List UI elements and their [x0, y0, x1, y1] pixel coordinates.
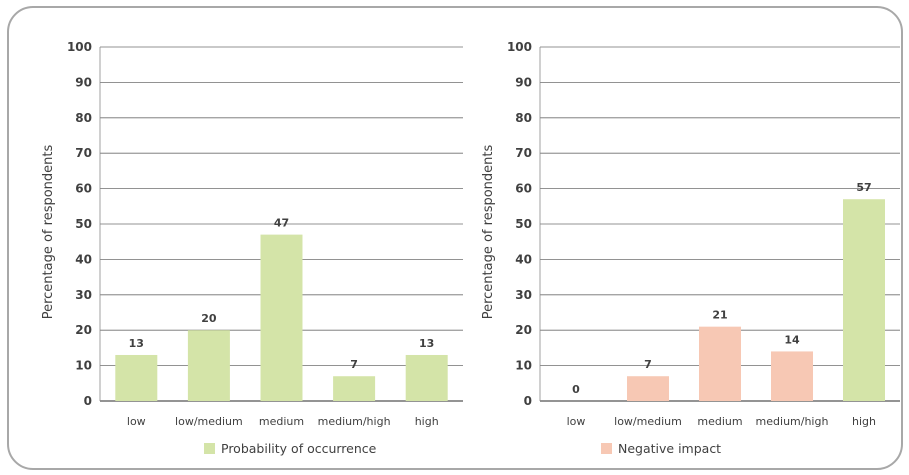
data-label: 57 — [856, 181, 871, 194]
bar — [260, 234, 303, 401]
y-tick-label: 10 — [515, 359, 532, 373]
data-label: 13 — [419, 337, 434, 350]
legend-label: Probability of occurrence — [221, 441, 377, 456]
bar — [405, 354, 448, 401]
data-label: 21 — [712, 309, 727, 322]
y-tick-label: 90 — [75, 75, 92, 89]
x-tick-label: low — [127, 415, 146, 428]
bar — [699, 326, 741, 401]
y-tick-label: 70 — [515, 146, 532, 160]
bar — [771, 351, 813, 401]
y-tick-label: 30 — [515, 288, 532, 302]
x-tick-label: medium/high — [318, 415, 391, 428]
y-axis-label: Percentage of respondents — [41, 144, 56, 319]
data-label: 7 — [350, 358, 358, 371]
y-tick-label: 0 — [84, 394, 92, 408]
bar — [333, 376, 376, 401]
data-label: 14 — [784, 333, 800, 346]
y-tick-label: 20 — [75, 323, 92, 337]
y-tick-label: 100 — [507, 40, 532, 54]
x-tick-label: low/medium — [614, 415, 682, 428]
y-tick-label: 80 — [75, 111, 92, 125]
y-tick-label: 0 — [524, 394, 532, 408]
y-tick-label: 90 — [515, 75, 532, 89]
y-tick-label: 40 — [75, 252, 92, 266]
data-label: 7 — [644, 358, 652, 371]
x-tick-label: low/medium — [175, 415, 243, 428]
legend-swatch — [601, 443, 612, 454]
bar — [843, 199, 885, 401]
legend-swatch — [204, 443, 215, 454]
x-tick-label: high — [415, 415, 439, 428]
y-tick-label: 40 — [515, 252, 532, 266]
y-axis-label: Percentage of respondents — [481, 144, 496, 319]
y-tick-label: 30 — [75, 288, 92, 302]
y-tick-label: 60 — [75, 182, 92, 196]
data-label: 13 — [129, 337, 144, 350]
data-label: 20 — [201, 312, 217, 325]
x-tick-label: low — [567, 415, 586, 428]
data-label: 47 — [274, 217, 289, 230]
data-label: 0 — [572, 383, 580, 396]
y-tick-label: 50 — [515, 217, 532, 231]
y-tick-label: 50 — [75, 217, 92, 231]
y-tick-label: 70 — [75, 146, 92, 160]
x-tick-label: medium — [697, 415, 742, 428]
x-tick-label: medium — [259, 415, 304, 428]
y-tick-label: 60 — [515, 182, 532, 196]
y-tick-label: 20 — [515, 323, 532, 337]
x-tick-label: medium/high — [756, 415, 829, 428]
bar — [115, 354, 158, 401]
y-tick-label: 10 — [75, 359, 92, 373]
bar — [187, 330, 230, 401]
bar — [627, 376, 669, 401]
legend-label: Negative impact — [618, 441, 721, 456]
y-tick-label: 80 — [515, 111, 532, 125]
y-tick-label: 100 — [67, 40, 92, 54]
x-tick-label: high — [852, 415, 876, 428]
chart-frame — [7, 6, 903, 470]
